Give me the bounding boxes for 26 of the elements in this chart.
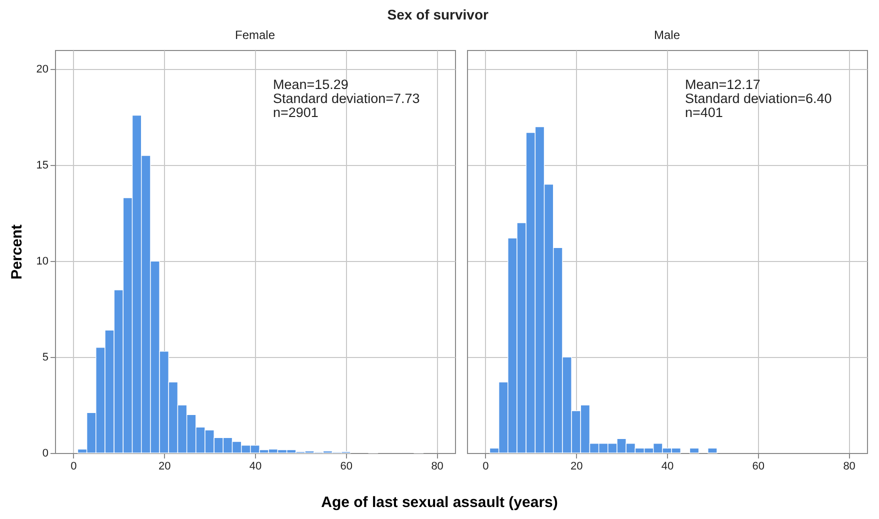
text: Sex of survivor [387, 6, 490, 22]
annotation: Standard deviation=6.40 [685, 91, 832, 106]
annotation: n=2901 [273, 105, 318, 120]
annotation: Standard deviation=7.73 [273, 91, 420, 106]
y-tick-label: 20 [36, 64, 48, 76]
x-tick-label: 60 [340, 460, 353, 472]
x-tick-label: 0 [482, 460, 489, 472]
annotation: n=401 [685, 105, 723, 120]
chart-title: Female [234, 28, 276, 42]
y-tick-label: 15 [36, 160, 48, 172]
x-tick-label: 20 [570, 460, 583, 472]
y-axis-title: Percent [8, 224, 26, 280]
y-tick-label: 5 [42, 352, 48, 364]
y-tick-label: 0 [42, 448, 48, 460]
x-tick-label: 40 [249, 460, 262, 472]
x-tick-label: 20 [158, 460, 171, 472]
annotation: Mean=12.17 [685, 77, 760, 92]
y-tick-label: 10 [36, 256, 48, 268]
chart-title: Male [654, 28, 680, 42]
x-tick-label: 80 [431, 460, 444, 472]
x-tick-label: 40 [661, 460, 674, 472]
x-tick-label: 60 [752, 460, 765, 472]
x-tick-label: 0 [70, 460, 77, 472]
x-axis-title: Age of last sexual assault (years) [320, 494, 559, 511]
x-tick-label: 80 [843, 460, 856, 472]
annotation: Mean=15.29 [273, 77, 348, 92]
